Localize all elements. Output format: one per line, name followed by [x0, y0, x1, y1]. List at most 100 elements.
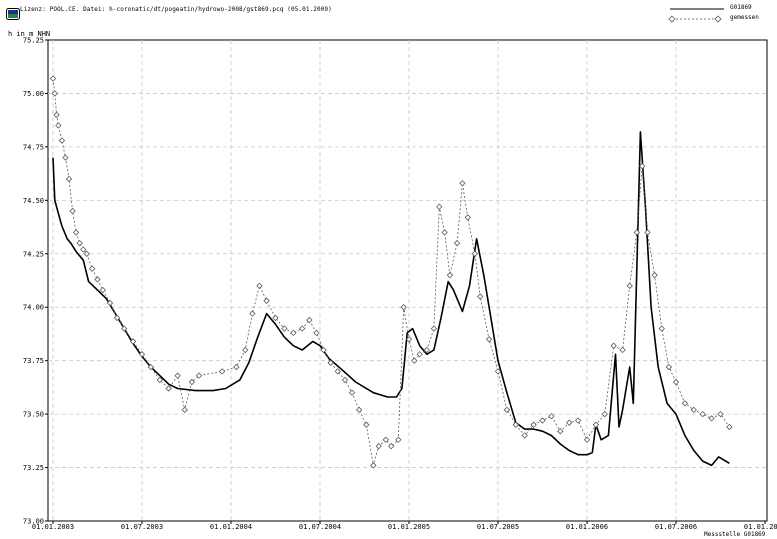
data-point-marker [156, 376, 163, 384]
x-tick-label: 01.01.2006 [566, 523, 608, 531]
data-point-marker [471, 250, 479, 257]
legend-marker-label: gemessen [730, 14, 759, 21]
data-point-marker [99, 286, 107, 294]
x-tick-label: 01.07.2003 [121, 523, 163, 531]
data-point-marker [58, 137, 66, 144]
data-point-marker [76, 239, 83, 247]
x-tick-label: 01.01.2003 [32, 523, 74, 531]
data-point-marker [395, 436, 402, 443]
data-point-marker [242, 346, 249, 354]
header-text: Lizenz: POOL.CE. Datei: h-coronatic/dt/p… [20, 6, 332, 13]
data-point-marker [165, 385, 172, 392]
data-point-marker [313, 329, 320, 337]
data-point-marker [699, 410, 706, 418]
data-point-marker [530, 421, 537, 428]
data-point-marker [233, 363, 240, 371]
data-point-marker [370, 462, 377, 469]
y-tick-label: 73.00 [23, 518, 44, 526]
data-point-marker [355, 406, 363, 414]
data-point-marker [106, 299, 114, 307]
data-point-marker [557, 428, 564, 435]
data-point-marker [566, 419, 573, 426]
data-point-marker [485, 336, 493, 343]
y-tick-label: 74.50 [23, 197, 44, 205]
legend-line-swatch [670, 8, 724, 10]
logo-top [8, 10, 18, 14]
legend-line-label: G01869 [730, 4, 752, 11]
data-point-marker [62, 154, 69, 161]
data-point-marker [188, 378, 196, 386]
legend: G01869 gemessen [668, 4, 774, 26]
x-tick-label: 01.07.2005 [477, 523, 519, 531]
data-point-marker [218, 368, 226, 375]
data-point-marker [348, 389, 356, 396]
data-point-marker [436, 203, 443, 210]
data-point-marker [633, 229, 641, 236]
data-point-marker [726, 423, 733, 431]
plot-frame [47, 39, 768, 522]
data-point-marker [619, 346, 626, 354]
data-point-marker [610, 342, 617, 349]
data-point-marker [281, 325, 288, 332]
data-point-marker [539, 417, 546, 424]
data-point-marker [327, 359, 334, 366]
x-tick-label: 01.07.2004 [299, 523, 341, 531]
data-point-marker [423, 346, 430, 354]
data-point-marker [88, 265, 96, 272]
data-point-marker [83, 250, 90, 257]
data-point-marker [195, 372, 203, 379]
y-tick-label: 74.25 [23, 250, 44, 258]
data-point-marker [601, 410, 608, 418]
data-point-marker [306, 316, 313, 324]
x-tick-label: 01.01.2007 [744, 523, 777, 531]
data-point-marker [72, 229, 80, 236]
data-point-marker [375, 443, 382, 450]
data-point-marker [441, 229, 448, 236]
data-point-marker [69, 207, 76, 215]
data-point-marker [249, 310, 256, 317]
data-point-marker [263, 297, 270, 304]
data-point-marker [477, 293, 484, 300]
data-point-marker [658, 325, 665, 332]
y-tick-label: 73.25 [23, 464, 44, 472]
data-point-marker [651, 271, 658, 279]
x-tick-label: 01.01.2004 [210, 523, 252, 531]
data-point-marker [272, 314, 279, 322]
data-point-marker [256, 282, 263, 290]
y-tick-label: 73.75 [23, 357, 44, 365]
y-tick-label: 74.00 [23, 304, 44, 312]
data-point-marker [464, 214, 471, 221]
data-point-marker [363, 421, 370, 428]
data-point-marker [503, 406, 511, 414]
data-point-marker [405, 336, 413, 343]
data-point-marker [320, 346, 327, 354]
data-point-marker [574, 417, 582, 424]
data-point-marker [672, 378, 680, 386]
data-point-marker [174, 372, 181, 379]
data-point-marker [411, 357, 418, 364]
data-point-marker [400, 304, 407, 311]
data-point-marker [690, 406, 697, 414]
data-point-marker [341, 376, 349, 384]
series-line-gemessen [52, 78, 730, 466]
data-point-marker [334, 368, 341, 375]
data-point-marker [49, 75, 57, 82]
data-point-marker [430, 325, 438, 332]
legend-marker-swatch [668, 15, 722, 23]
data-point-marker [626, 282, 633, 290]
data-point-marker [51, 90, 58, 97]
data-point-marker [138, 351, 146, 358]
data-point-marker [388, 443, 395, 450]
data-point-marker [717, 410, 724, 418]
data-point-marker [94, 276, 101, 283]
data-point-marker [181, 406, 188, 414]
data-point-marker [521, 432, 528, 439]
y-axis-label: h in m NHN [8, 30, 51, 38]
data-point-marker [416, 351, 423, 358]
data-point-marker [446, 271, 454, 279]
data-point-marker [129, 338, 137, 345]
data-point-marker [113, 314, 121, 322]
station-label: Messstelle G01869 [704, 531, 766, 538]
data-point-marker [548, 413, 555, 420]
